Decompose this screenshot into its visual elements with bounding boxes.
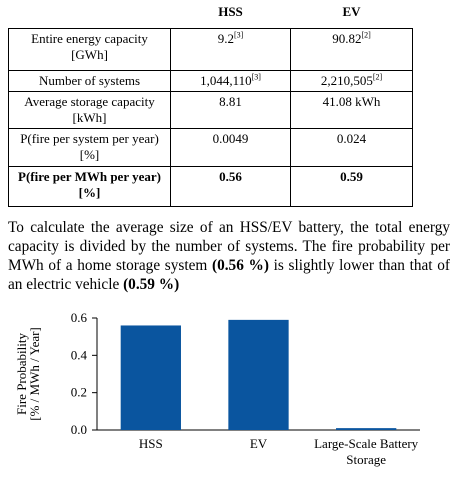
cell-text: 9.2 <box>217 31 234 46</box>
y-axis-label: [% / MWh / Year] <box>27 327 42 421</box>
cell: 8.81 <box>170 91 291 129</box>
column-header: EV <box>342 4 361 19</box>
cell-text: 1,044,110 <box>200 73 252 88</box>
text: is slightly lower than that of an electr… <box>8 257 450 293</box>
text: To calculate the average size of an HSS/… <box>8 219 450 274</box>
row-label: Average storage capacity [kWh] <box>8 91 171 129</box>
cell-text: 0.56 <box>219 169 242 184</box>
y-tick-label: 0.4 <box>71 347 88 362</box>
cell-text: 0.024 <box>336 131 367 146</box>
y-tick-label: 0.2 <box>71 385 87 400</box>
cell: 2,210,505[2] <box>290 70 413 92</box>
header-row: HSS EV <box>9 0 413 29</box>
cell: 0.0049 <box>170 128 291 167</box>
chart-svg: 0.0 0.2 0.4 0.6 Fire Probability[% / MWh / Y… <box>14 310 420 437</box>
row-label: P(fire per MWh per year) [%] <box>8 166 171 207</box>
cell-text: 41.08 kWh <box>322 94 381 109</box>
row-label: Entire energy capacity [GWh] <box>8 28 171 71</box>
x-tick-label: HSS <box>138 436 163 451</box>
cell-text: Entire energy capacity [GWh] <box>31 31 148 62</box>
y-tick-label: 0.0 <box>71 422 87 437</box>
reference: [3] <box>251 72 261 82</box>
corner <box>9 0 171 29</box>
reference: [2] <box>361 30 371 40</box>
table-row: P(fire per system per year) [%] 0.0049 0.0… <box>8 128 413 167</box>
cell: 41.08 kWh <box>290 91 413 129</box>
row-label: Number of systems <box>8 70 171 92</box>
cell: 0.59 <box>290 166 413 207</box>
cell-text: 0.59 <box>340 169 363 184</box>
cell-text: 0.0049 <box>212 131 249 146</box>
bar <box>336 428 397 430</box>
bar <box>228 319 289 430</box>
cell-text: P(fire per MWh per year) [%] <box>18 169 161 200</box>
cell-text: 2,210,505 <box>320 73 373 88</box>
x-tick-label: Large-Scale Battery Storage <box>314 436 419 467</box>
bold-text: (0.59 %) <box>123 276 180 293</box>
row-label: P(fire per system per year) [%] <box>8 128 171 167</box>
column-header: HSS <box>218 4 243 19</box>
bar <box>120 325 181 430</box>
chart: 0.0 0.2 0.4 0.6 Fire Probability [% / MWh / Y… <box>0 300 466 478</box>
x-tick-label: EV <box>249 436 268 451</box>
cell-text: Average storage capacity [kWh] <box>24 94 155 125</box>
cell: 0.024 <box>290 128 413 167</box>
table-row: Entire energy capacity [GWh] 9.2[3] 90.82[… <box>8 28 413 71</box>
cell-text: 8.81 <box>219 94 242 109</box>
cell: 90.82[2] <box>290 28 413 71</box>
table-row: P(fire per MWh per year) [%] 0.56 0.59 <box>8 166 413 207</box>
cell: 9.2[3] <box>170 28 291 71</box>
cell-text: Number of systems <box>38 73 141 88</box>
cell: 1,044,110[3] <box>170 70 291 92</box>
bold-text: (0.56 %) <box>211 257 269 274</box>
data-table: HSS EV Entire energy capacity [GWh] 9.2[3… <box>8 0 413 207</box>
reference: [3] <box>233 30 244 40</box>
cell-text: 90.82 <box>332 31 362 46</box>
table-row: Number of systems 1,044,110[3] 2,210,505[2… <box>8 70 413 92</box>
reference: [2] <box>372 72 383 82</box>
cell: 0.56 <box>170 166 291 207</box>
paragraph: To calculate the average size of an HSS/… <box>8 218 450 294</box>
y-tick-label: 0.6 <box>71 310 88 325</box>
cell-text: P(fire per system per year) [%] <box>20 131 159 162</box>
table-body: Entire energy capacity [GWh] 9.2[3] 90.82[… <box>8 28 413 207</box>
table-row: Average storage capacity [kWh] 8.81 41.08 … <box>8 91 413 129</box>
y-axis-label: Fire Probability <box>14 333 29 415</box>
